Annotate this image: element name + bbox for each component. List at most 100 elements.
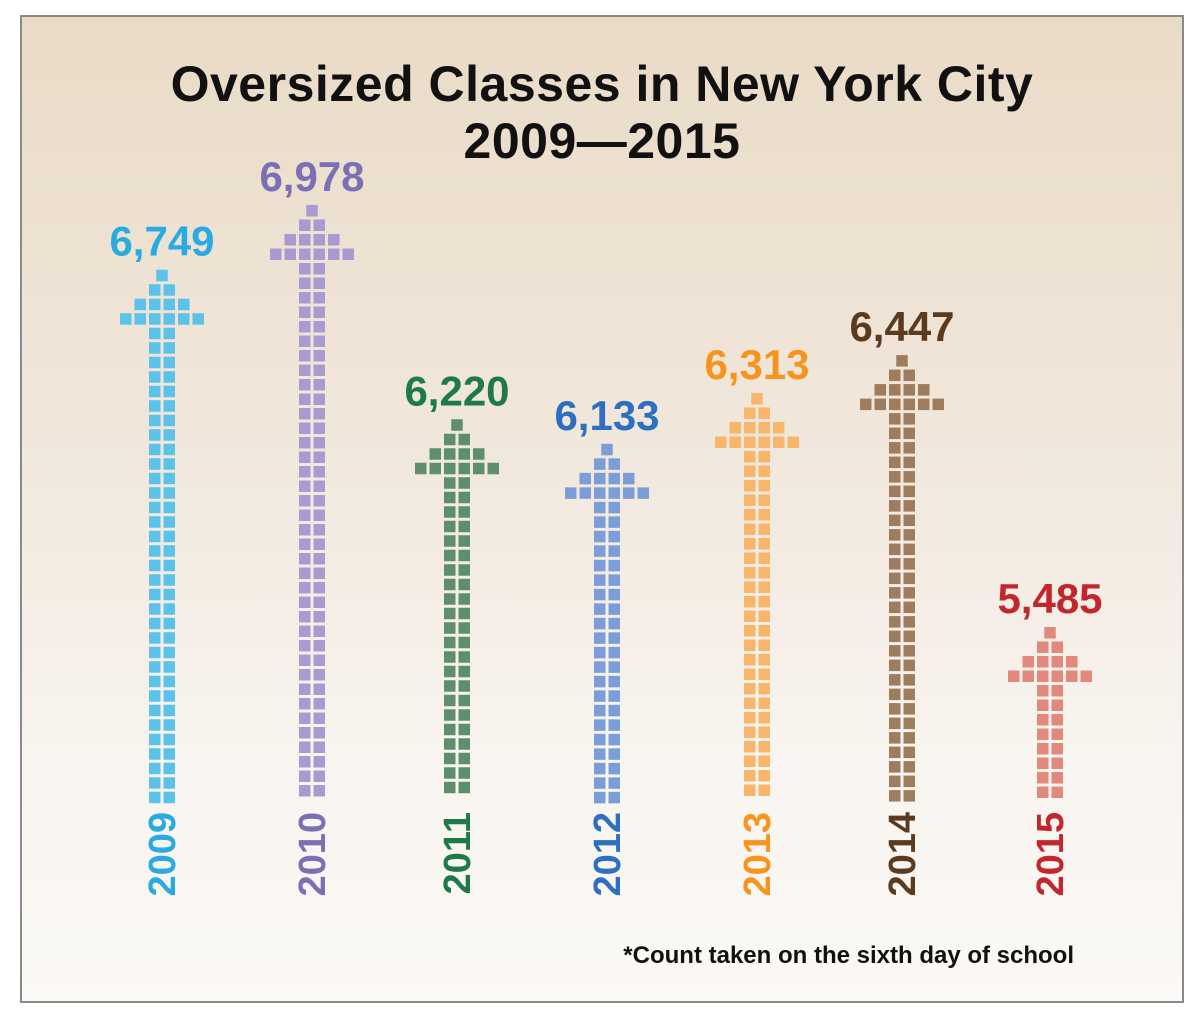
arrow-square	[458, 694, 470, 707]
arrow-square	[903, 732, 915, 744]
arrow-square	[889, 471, 901, 483]
arrow-square	[313, 437, 325, 449]
arrow-square	[149, 385, 161, 398]
arrow-square	[163, 603, 175, 615]
arrow-square	[608, 762, 620, 775]
arrow-square	[149, 545, 161, 557]
arrow-square	[444, 448, 456, 460]
arrow-square	[444, 607, 456, 620]
arrow-square	[758, 755, 770, 767]
arrow-square	[163, 733, 175, 746]
arrow-square	[594, 762, 606, 775]
arrow-square	[149, 661, 161, 673]
arrow-square	[1022, 670, 1034, 682]
arrow-square	[134, 313, 146, 325]
arrow-square	[313, 393, 325, 405]
arrow-square	[889, 398, 901, 411]
arrow-square	[594, 733, 606, 746]
arrow-square	[149, 632, 161, 644]
arrow-square	[444, 723, 456, 736]
arrow-square	[313, 611, 325, 623]
arrow-square	[270, 248, 282, 260]
arrow-square	[473, 462, 485, 475]
arrow-square	[299, 451, 311, 463]
arrow-square	[889, 630, 901, 643]
arrow-square	[1051, 685, 1063, 697]
arrow-square	[758, 479, 770, 492]
arrow-square	[1022, 656, 1034, 668]
arrow-square	[149, 530, 161, 543]
arrow-square	[744, 595, 756, 608]
arrow-square	[608, 661, 620, 673]
arrow-square	[458, 709, 470, 721]
arrow-square	[744, 566, 756, 579]
arrow-square	[451, 419, 463, 431]
arrow-square	[889, 645, 901, 657]
arrow-square	[163, 284, 175, 296]
arrow-square	[313, 524, 325, 536]
arrow-square	[608, 617, 620, 630]
arrow-square	[903, 587, 915, 599]
arrow-square	[758, 784, 770, 796]
arrow-square	[458, 578, 470, 591]
arrow-square	[744, 755, 756, 767]
arrow-square	[889, 500, 901, 512]
arrow-square	[149, 298, 161, 311]
arrow-square	[313, 741, 325, 753]
arrow-square	[903, 761, 915, 773]
arrow-square	[149, 704, 161, 717]
arrow-square	[1080, 670, 1092, 682]
arrow-square	[744, 653, 756, 666]
arrow-square	[903, 688, 915, 701]
arrow-square	[594, 646, 606, 659]
arrow-square	[1037, 699, 1049, 711]
arrow-square	[458, 593, 470, 605]
arrow-square	[313, 596, 325, 608]
arrow-square	[594, 704, 606, 717]
arrow-square	[299, 321, 311, 333]
arrow-square	[299, 553, 311, 565]
arrow-square	[758, 421, 770, 434]
arrow-square	[744, 711, 756, 724]
arrow-square	[444, 622, 456, 634]
arrow-square	[889, 761, 901, 773]
arrow-square	[299, 582, 311, 594]
arrow-square	[889, 703, 901, 715]
arrow-square	[163, 545, 175, 557]
arrow-square	[149, 777, 161, 789]
arrow-square	[313, 567, 325, 579]
arrow-square	[874, 384, 886, 396]
arrow-square	[444, 680, 456, 692]
arrow-square	[903, 500, 915, 512]
arrow-square	[608, 472, 620, 485]
arrow-square	[163, 487, 175, 499]
arrow-square	[163, 675, 175, 688]
arrow-square	[758, 508, 770, 521]
arrow-square	[594, 458, 606, 470]
year-label: 2010	[292, 812, 334, 897]
arrow-square	[163, 356, 175, 369]
arrow-square	[299, 654, 311, 666]
arrow-square	[149, 588, 161, 601]
arrow-square	[889, 442, 901, 454]
arrow-square	[313, 698, 325, 710]
arrow-square	[1037, 728, 1049, 740]
arrow-square	[1051, 656, 1063, 668]
arrow-square	[744, 465, 756, 477]
arrow-square	[903, 790, 915, 802]
arrow-square	[1037, 714, 1049, 726]
arrow-square	[313, 509, 325, 521]
arrow-square	[444, 578, 456, 591]
arrow-square	[758, 653, 770, 666]
arrow-square	[758, 523, 770, 535]
arrow-square	[313, 683, 325, 695]
arrow-square	[163, 429, 175, 441]
arrow-square	[594, 661, 606, 673]
arrow-square	[313, 538, 325, 550]
arrow-square	[594, 632, 606, 644]
arrow-square	[1037, 670, 1049, 682]
arrow-square	[903, 514, 915, 527]
arrow-square	[313, 321, 325, 333]
arrow-square	[299, 219, 311, 231]
arrow-square	[299, 509, 311, 521]
